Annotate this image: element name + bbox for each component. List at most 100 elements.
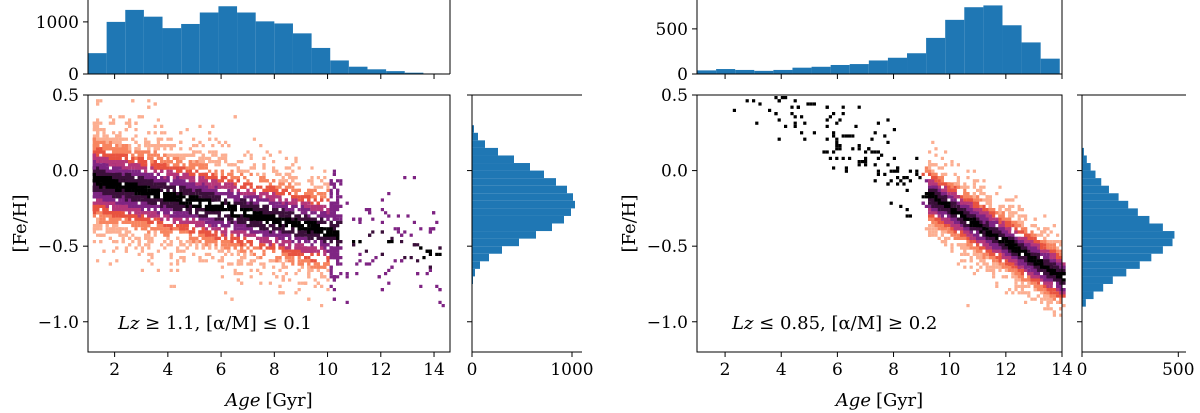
- density-cell: [144, 144, 148, 148]
- density-cell: [419, 227, 423, 231]
- density-cell: [131, 195, 135, 199]
- density-cell: [259, 230, 263, 234]
- density-cell: [118, 230, 122, 234]
- density-cell: [227, 246, 231, 250]
- density-cell: [198, 214, 202, 218]
- density-cell: [108, 195, 112, 199]
- density-cell: [230, 297, 234, 301]
- density-cell: [153, 176, 157, 180]
- density-cell: [332, 230, 336, 234]
- density-cell: [329, 179, 333, 183]
- density-cell: [147, 240, 151, 244]
- density-cell: [99, 198, 103, 202]
- density-cell: [160, 131, 164, 135]
- density-cell: [201, 156, 205, 160]
- density-cell: [281, 224, 285, 228]
- density-cell: [217, 236, 221, 240]
- density-cell: [304, 195, 308, 199]
- density-cell: [297, 236, 301, 240]
- density-cell: [310, 249, 314, 253]
- density-cell: [131, 176, 135, 180]
- density-cell: [140, 182, 144, 186]
- density-cell: [99, 227, 103, 231]
- density-cell: [326, 268, 330, 272]
- density-cell: [118, 134, 122, 138]
- density-cell: [102, 214, 106, 218]
- density-cell: [153, 195, 157, 199]
- density-cell: [192, 252, 196, 256]
- density-cell: [204, 204, 208, 208]
- density-cell: [92, 124, 96, 128]
- density-cell: [211, 220, 215, 224]
- density-cell: [166, 160, 170, 164]
- density-cell: [326, 211, 330, 215]
- density-cell: [118, 156, 122, 160]
- density-cell: [134, 166, 138, 170]
- density-cell: [108, 192, 112, 196]
- density-cell: [224, 240, 228, 244]
- density-cell: [105, 172, 109, 176]
- density-cell: [153, 147, 157, 151]
- density-cell: [329, 220, 333, 224]
- density-cell: [332, 172, 336, 176]
- density-cell: [384, 272, 388, 276]
- density-cell: [272, 208, 276, 212]
- density-cell: [233, 163, 237, 167]
- density-cell: [329, 192, 333, 196]
- density-cell: [204, 208, 208, 212]
- density-cell: [134, 150, 138, 154]
- density-cell: [134, 201, 138, 205]
- density-cell: [128, 160, 132, 164]
- density-cell: [387, 268, 391, 272]
- density-cell: [278, 192, 282, 196]
- density-cell: [294, 195, 298, 199]
- density-cell: [169, 198, 173, 202]
- density-cell: [176, 198, 180, 202]
- density-cell: [156, 268, 160, 272]
- density-cell: [166, 137, 170, 141]
- density-cell: [99, 99, 103, 103]
- density-cell: [99, 240, 103, 244]
- density-cell: [304, 233, 308, 237]
- density-cell: [192, 195, 196, 199]
- density-cell: [147, 150, 151, 154]
- density-cell: [278, 291, 282, 295]
- density-cell: [172, 211, 176, 215]
- density-cell: [134, 220, 138, 224]
- density-cell: [185, 214, 189, 218]
- density-cell: [169, 137, 173, 141]
- density-cell: [195, 169, 199, 173]
- density-cell: [124, 156, 128, 160]
- density-cell: [243, 185, 247, 189]
- density-cell: [236, 201, 240, 205]
- density-cell: [131, 185, 135, 189]
- density-cell: [96, 102, 100, 106]
- density-cell: [310, 224, 314, 228]
- density-cell: [310, 208, 314, 212]
- density-cell: [208, 182, 212, 186]
- density-cell: [307, 195, 311, 199]
- density-cell: [198, 124, 202, 128]
- density-cell: [115, 192, 119, 196]
- density-cell: [147, 182, 151, 186]
- density-cell: [214, 185, 218, 189]
- density-cell: [224, 185, 228, 189]
- density-cell: [320, 198, 324, 202]
- density-cell: [112, 230, 116, 234]
- density-cell: [112, 208, 116, 212]
- density-cell: [96, 172, 100, 176]
- density-cell: [195, 192, 199, 196]
- density-cell: [140, 224, 144, 228]
- density-cell: [195, 224, 199, 228]
- density-cell: [316, 208, 320, 212]
- density-cell: [243, 214, 247, 218]
- density-cell: [169, 195, 173, 199]
- density-cell: [118, 137, 122, 141]
- density-cell: [320, 214, 324, 218]
- density-cell: [201, 224, 205, 228]
- density-cell: [195, 214, 199, 218]
- density-cell: [320, 208, 324, 212]
- density-cell: [211, 150, 215, 154]
- density-cell: [281, 243, 285, 247]
